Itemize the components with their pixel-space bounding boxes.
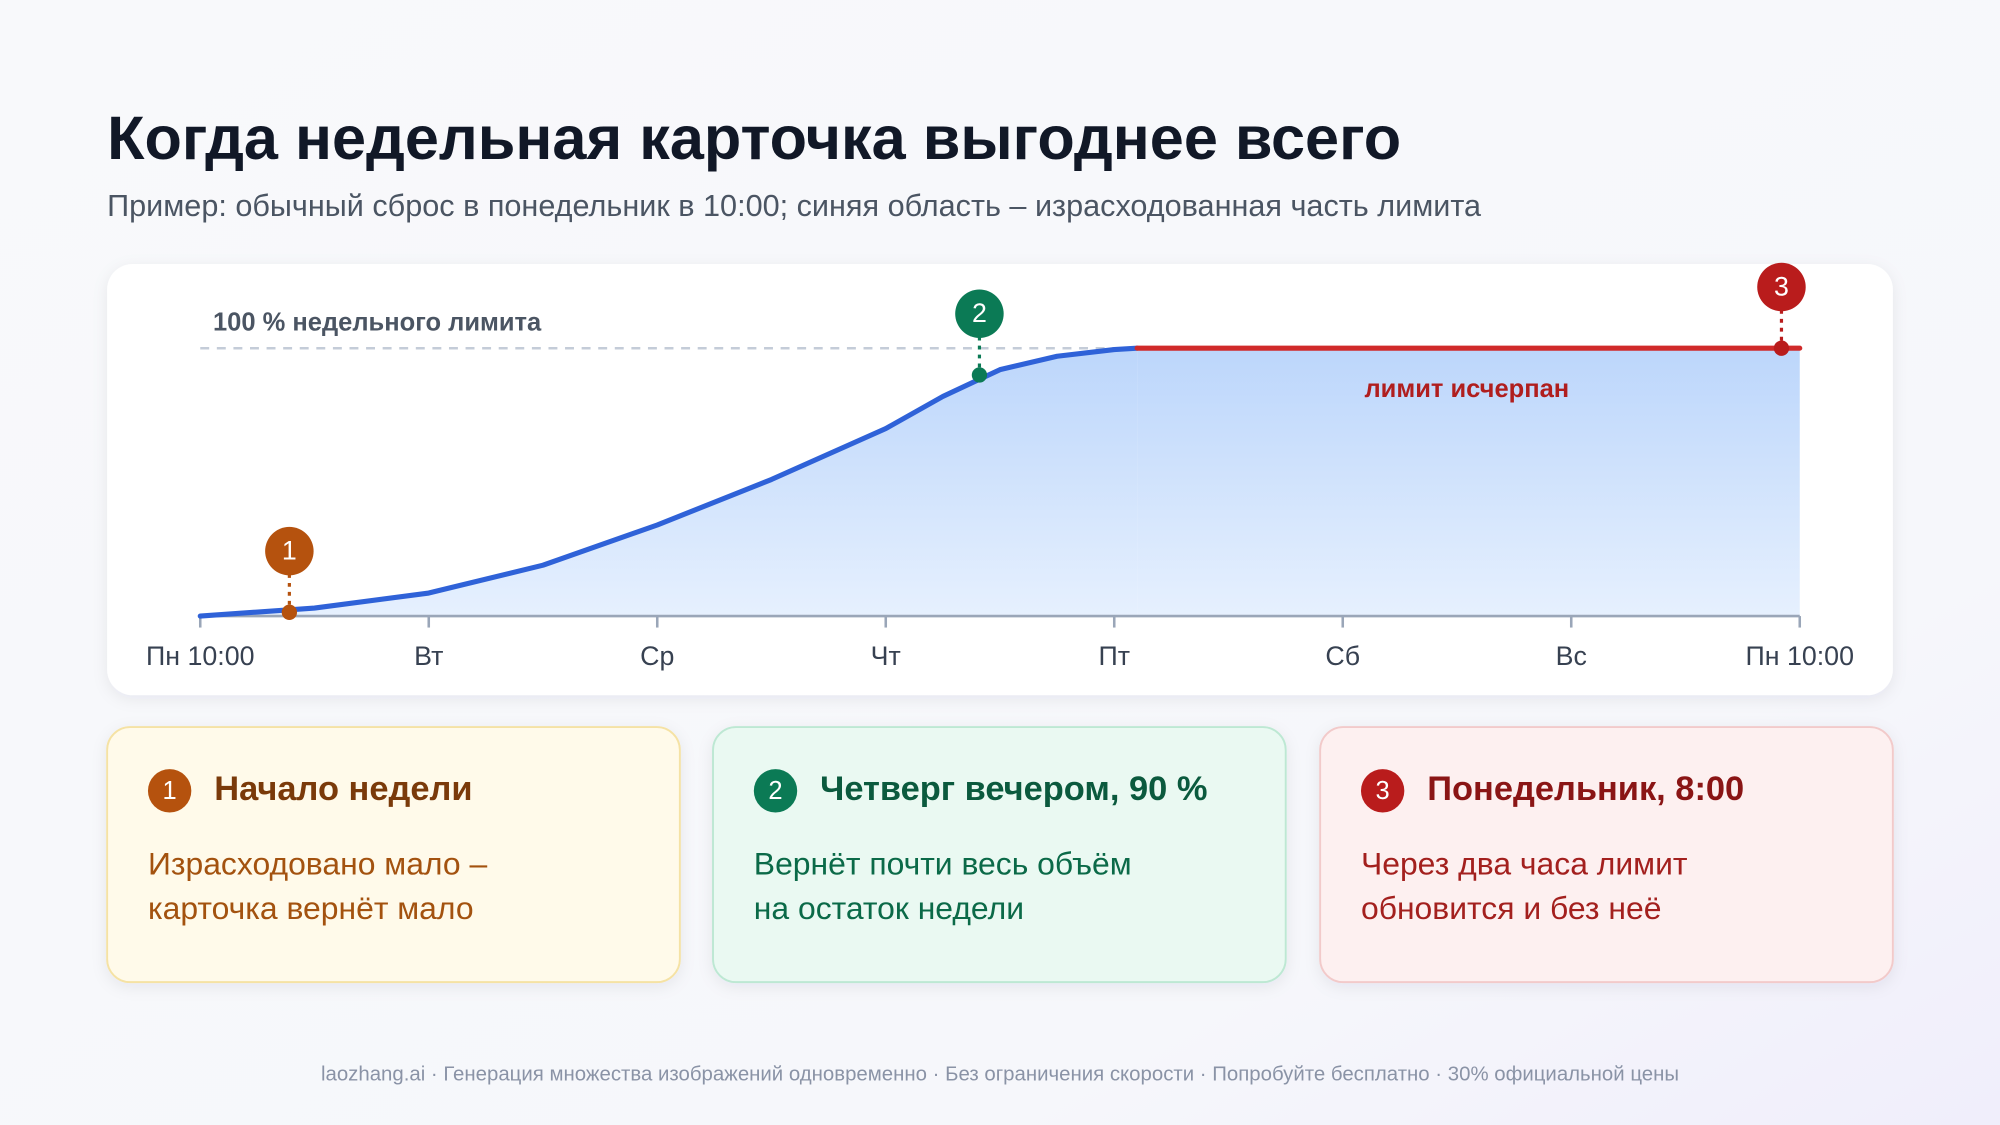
plot: 100 % недельного лимита Пн 10:00 Вт Ср Чт Пт С…	[146, 262, 1854, 671]
subtitle: Пример: обычный сброс в понедельник в 10…	[107, 189, 1482, 223]
card	[1319, 726, 1894, 984]
annotation: лимит исчерпан	[1364, 375, 1569, 403]
card-text: Через два часа лимит	[1361, 845, 1688, 881]
card	[106, 726, 681, 984]
x-tick-label: Ср	[640, 641, 674, 671]
marker-label: 1	[282, 535, 297, 565]
marker-label: 2	[972, 298, 987, 328]
marker-badge	[265, 526, 314, 576]
x-tick-label: Пн 10:00	[146, 641, 254, 671]
x-tick-label: Вт	[414, 641, 443, 671]
reference-label: 100 % недельного лимита	[213, 309, 542, 337]
area-fill	[1137, 348, 1800, 617]
x-tick-label: Пн 10:00	[1746, 641, 1854, 671]
card-title: Начало недели	[214, 770, 472, 808]
x-tick-label: Чт	[871, 641, 901, 671]
marker-point	[281, 604, 298, 620]
card-text: Вернёт почти весь объём	[754, 845, 1132, 881]
cards: 1 Начало недели Израсходовано мало – карточ…	[106, 726, 1894, 984]
card-number: 1	[163, 777, 177, 805]
area-fill	[200, 348, 1138, 617]
marker-badge	[955, 289, 1004, 339]
x-tick-label: Вс	[1556, 641, 1587, 671]
card-number: 3	[1376, 777, 1390, 805]
x-tick-label: Сб	[1325, 641, 1360, 671]
marker-point	[1773, 340, 1790, 356]
card-title: Четверг вечером, 90 %	[820, 770, 1207, 808]
card-text: обновится и без неё	[1361, 890, 1661, 926]
card-title: Понедельник, 8:00	[1427, 770, 1744, 808]
marker-badge	[1757, 262, 1806, 312]
title: Когда недельная карточка выгоднее всего	[107, 104, 1401, 172]
card-badge	[753, 769, 798, 813]
card-badge	[147, 769, 192, 813]
card	[712, 726, 1287, 984]
card-badge	[1360, 769, 1405, 813]
card-text: карточка вернёт мало	[148, 890, 474, 926]
series-line	[197, 345, 1140, 619]
marker-point	[971, 367, 988, 383]
card-text: Израсходовано мало –	[148, 845, 488, 881]
x-tick-label: Пт	[1098, 641, 1129, 671]
card-number: 2	[768, 777, 782, 805]
footer: laozhang.ai · Генерация множества изобра…	[321, 1064, 1679, 1086]
card-text: на остаток недели	[754, 890, 1024, 926]
marker-label: 3	[1774, 271, 1789, 301]
